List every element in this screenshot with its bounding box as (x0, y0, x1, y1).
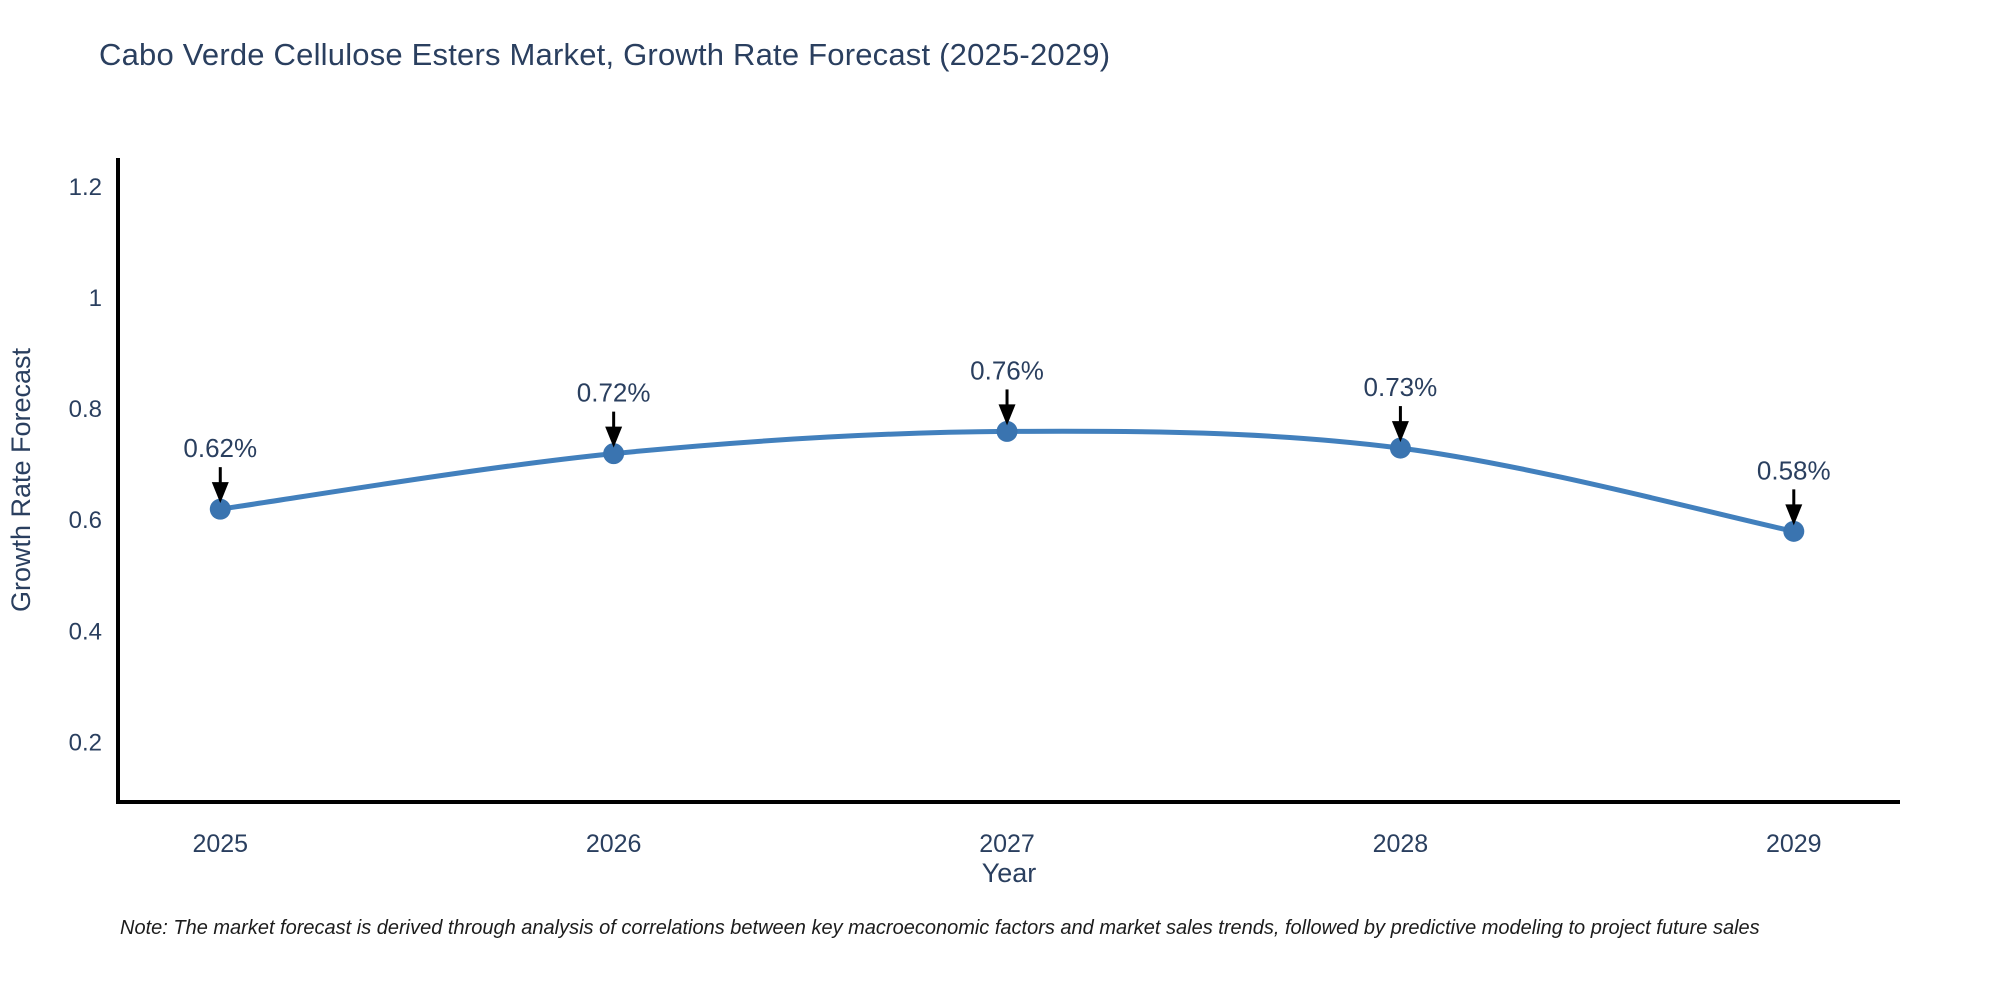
y-tick-label: 0.2 (69, 729, 102, 756)
x-axis-title: Year (982, 858, 1037, 888)
data-point-2027 (996, 420, 1018, 442)
y-tick-label: 0.6 (69, 507, 102, 534)
x-tick-label: 2028 (1373, 830, 1429, 858)
chart-title: Cabo Verde Cellulose Esters Market, Grow… (99, 37, 1111, 72)
annotation-label: 0.76% (970, 355, 1044, 385)
annotation-label: 0.58% (1757, 455, 1831, 485)
y-tick-label: 1.2 (69, 174, 102, 201)
annotation-arrowhead (998, 404, 1016, 426)
annotation-label: 0.62% (183, 433, 257, 463)
x-tick-label: 2029 (1766, 830, 1822, 858)
data-point-2025 (209, 498, 231, 520)
y-axis-title: Growth Rate Forecast (6, 347, 36, 612)
forecast-line (217, 428, 1797, 534)
data-point-2028 (1389, 437, 1411, 459)
data-point-2029 (1783, 520, 1805, 542)
footnote: Note: The market forecast is derived thr… (120, 917, 1760, 939)
y-tick-label: 0.8 (69, 396, 102, 423)
annotation-label: 0.72% (577, 378, 651, 408)
x-tick-label: 2027 (979, 830, 1035, 858)
annotation-arrowhead (605, 426, 623, 448)
y-tick-label: 0.4 (69, 618, 102, 645)
annotation-arrowhead (211, 482, 229, 504)
annotation-arrowhead (1785, 504, 1803, 526)
x-tick-label: 2025 (192, 830, 248, 858)
x-tick-label: 2026 (586, 830, 642, 858)
annotation-label: 0.73% (1364, 372, 1438, 402)
annotation-arrowhead (1391, 421, 1409, 443)
y-tick-label: 1 (89, 285, 102, 312)
data-point-2026 (603, 443, 625, 465)
